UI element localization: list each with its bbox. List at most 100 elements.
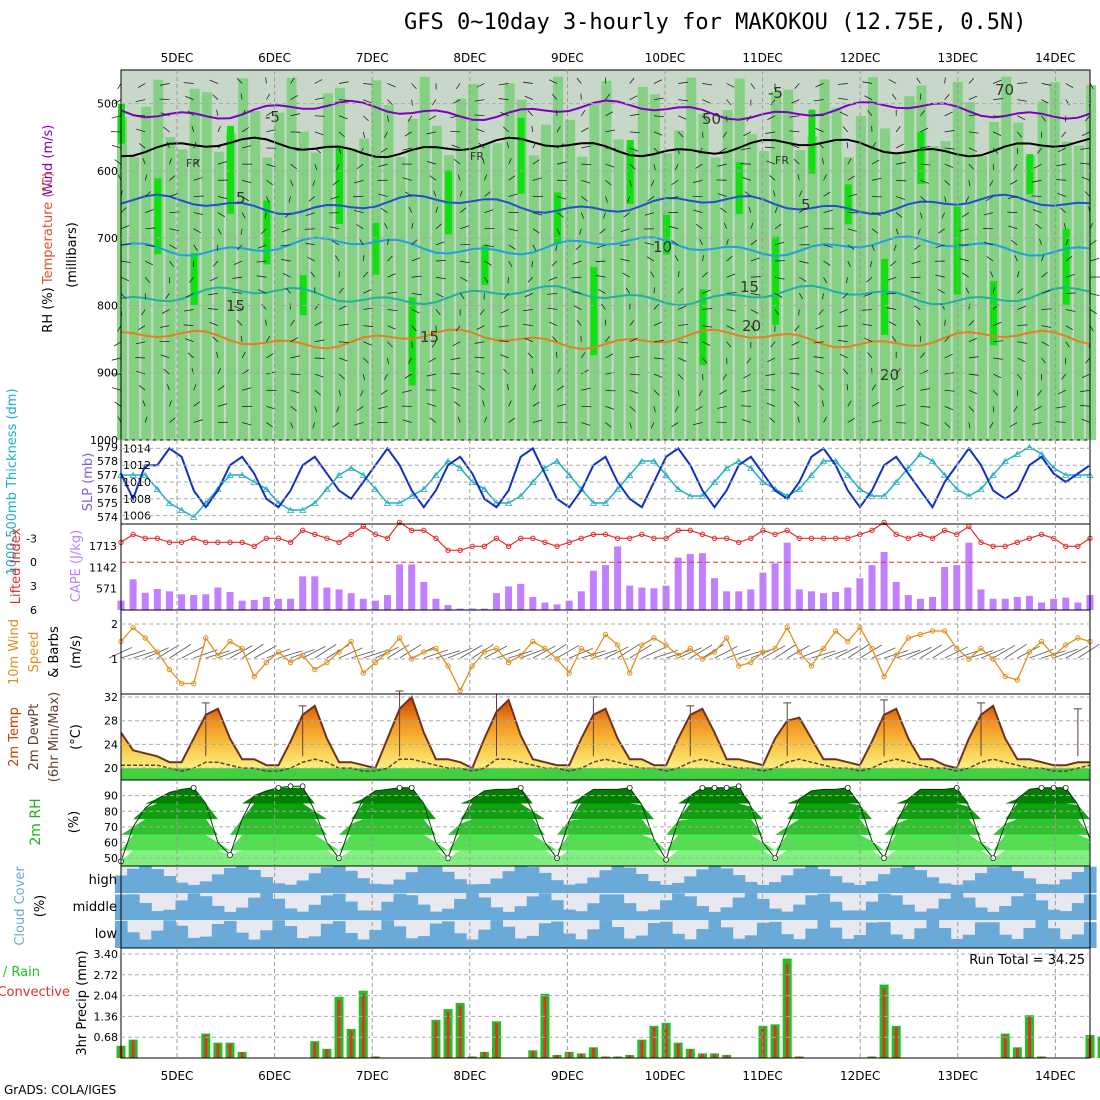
wind-barb bbox=[314, 406, 318, 413]
wind-barb bbox=[236, 244, 243, 251]
wind-barb bbox=[241, 352, 246, 359]
wind-speed-point bbox=[505, 659, 512, 666]
wind-barb bbox=[750, 83, 756, 90]
wind-barb bbox=[1009, 422, 1018, 428]
surface-wind-barb bbox=[266, 648, 291, 659]
wind-barb bbox=[789, 130, 800, 133]
y-label-dewpt: 2m DewPt bbox=[27, 704, 42, 771]
wind-barb bbox=[241, 212, 246, 219]
wind-barb bbox=[363, 83, 374, 85]
li-point bbox=[1063, 543, 1069, 549]
wind-barb bbox=[363, 289, 372, 294]
wind-barb bbox=[1089, 325, 1094, 332]
contour-label: 15 bbox=[226, 297, 245, 315]
wind-barb bbox=[920, 179, 930, 184]
y-label-thickness: 1000-500mb Thickness (dm) bbox=[5, 388, 20, 575]
surface-wind-barb bbox=[556, 644, 580, 659]
date-label-top: 11DEC bbox=[742, 51, 782, 65]
cloud-bar bbox=[635, 873, 649, 893]
cape-bar bbox=[287, 598, 295, 610]
wind-barb bbox=[847, 417, 855, 423]
wind-barb bbox=[1017, 82, 1028, 84]
wind-barb bbox=[527, 352, 534, 359]
wind-barb bbox=[983, 241, 994, 246]
wind-barb bbox=[387, 325, 396, 330]
wind-speed-point bbox=[954, 645, 960, 652]
precip-tick: 2.72 bbox=[94, 969, 119, 982]
wind-barb bbox=[871, 420, 882, 423]
cloud-bar bbox=[938, 927, 952, 948]
wind-barb bbox=[232, 276, 243, 279]
cloud-bar bbox=[417, 866, 431, 893]
li-point bbox=[663, 535, 669, 542]
wind-barb bbox=[429, 175, 437, 181]
cloud-bar bbox=[490, 920, 504, 948]
rh-shade bbox=[419, 76, 430, 440]
wind-barb bbox=[605, 405, 615, 410]
cloud-bar bbox=[538, 923, 552, 948]
wind-barb bbox=[338, 287, 344, 294]
wind-barb bbox=[847, 244, 855, 250]
wind-barb bbox=[362, 255, 365, 262]
wind-barb bbox=[702, 289, 711, 294]
wind-barb bbox=[193, 419, 203, 423]
wind-barb bbox=[581, 387, 591, 391]
wind-barb bbox=[750, 292, 761, 296]
wind-barb bbox=[1085, 115, 1091, 122]
wind-barb bbox=[356, 163, 364, 170]
cloud-bar bbox=[769, 882, 782, 893]
wind-barb bbox=[740, 163, 751, 165]
cloud-bar bbox=[199, 881, 213, 893]
surface-wind-barb bbox=[1017, 645, 1041, 659]
cape-bar bbox=[880, 552, 888, 610]
wind-barb bbox=[314, 357, 325, 359]
wind-barb bbox=[989, 271, 994, 278]
wind-barb bbox=[135, 99, 146, 103]
wind-barb bbox=[455, 325, 461, 332]
wind-barb bbox=[478, 384, 485, 391]
rh-high-shade bbox=[699, 289, 707, 366]
wind-barb bbox=[266, 93, 271, 100]
wind-barb bbox=[280, 259, 291, 262]
thickness-point bbox=[298, 506, 307, 513]
wind-barb bbox=[748, 206, 752, 213]
wind-barb bbox=[920, 405, 931, 408]
wind-barb bbox=[281, 228, 291, 233]
wind-barb bbox=[498, 83, 509, 86]
rh-point bbox=[844, 784, 851, 791]
wind-barb bbox=[576, 319, 582, 326]
cape-bar bbox=[371, 600, 379, 610]
cloud-bar bbox=[526, 935, 540, 948]
rh-shade bbox=[165, 137, 176, 440]
cloud-bar bbox=[623, 867, 637, 893]
wind-barb bbox=[266, 129, 276, 133]
surface-wind-barb bbox=[496, 648, 521, 659]
rh-high-shade bbox=[408, 297, 416, 386]
surface-wind-barb bbox=[1053, 648, 1078, 659]
cloud-bar bbox=[1011, 871, 1024, 893]
wind-barb bbox=[1063, 222, 1067, 229]
wind-barb bbox=[723, 222, 727, 229]
li-point bbox=[808, 535, 815, 542]
wind-barb bbox=[944, 336, 950, 343]
thickness-point bbox=[432, 471, 440, 478]
wind-barb bbox=[411, 99, 413, 106]
wind-barb bbox=[384, 131, 388, 138]
cape-bar bbox=[299, 576, 307, 610]
wind-barb bbox=[674, 406, 679, 413]
wind-barb bbox=[1041, 289, 1051, 294]
rh-point bbox=[626, 784, 633, 791]
wind-barb bbox=[992, 79, 1002, 84]
cloud-bar bbox=[514, 866, 528, 893]
surface-wind-barb bbox=[908, 646, 932, 659]
wind-barb bbox=[334, 255, 340, 262]
wind-speed-point bbox=[239, 645, 245, 652]
precip-convective-bar bbox=[482, 1052, 486, 1058]
wind-barb bbox=[484, 276, 489, 283]
wind-speed-point bbox=[227, 638, 233, 645]
wind-barb bbox=[717, 193, 727, 197]
wind-speed-point bbox=[905, 635, 912, 641]
rh-shade bbox=[904, 96, 915, 440]
thickness-point bbox=[226, 471, 234, 478]
cape-bar bbox=[868, 565, 876, 610]
